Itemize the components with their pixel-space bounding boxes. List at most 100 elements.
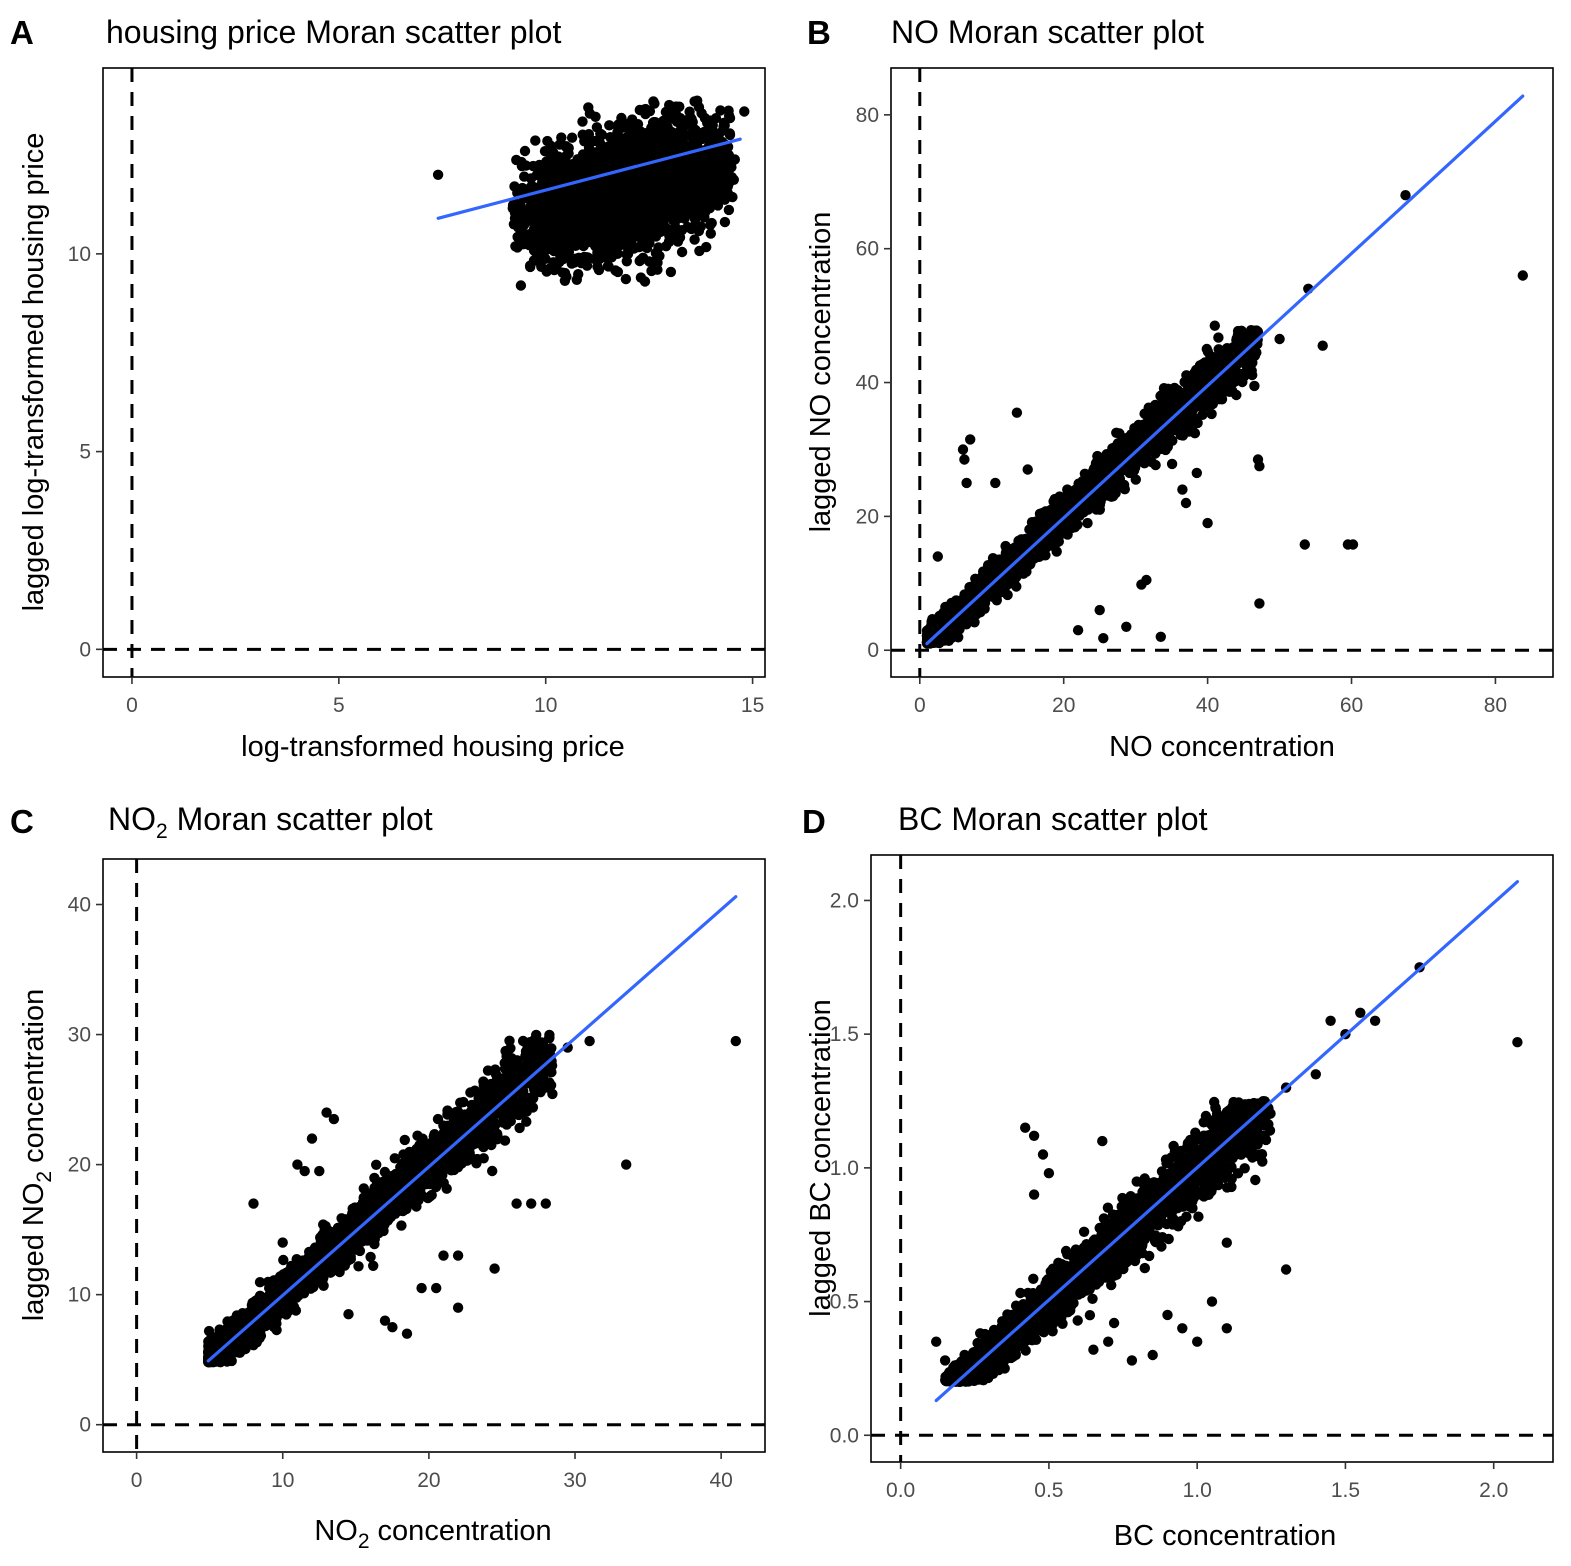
data-point xyxy=(562,149,573,160)
data-point xyxy=(1082,517,1093,529)
x-tick-label: 60 xyxy=(1340,694,1363,717)
x-tick-label: 0 xyxy=(914,694,926,717)
y-tick-label: 0 xyxy=(79,638,91,661)
outlier-point xyxy=(739,106,750,117)
data-point xyxy=(698,193,709,204)
data-point xyxy=(650,221,661,233)
data-point xyxy=(689,96,700,107)
data-point xyxy=(726,162,737,173)
data-point xyxy=(650,196,661,208)
data-point xyxy=(682,221,693,233)
data-point xyxy=(507,203,518,214)
data-point xyxy=(1011,581,1022,592)
data-point xyxy=(693,225,705,237)
data-point xyxy=(615,228,627,240)
outlier-point xyxy=(635,272,647,283)
data-point xyxy=(639,219,650,231)
data-point xyxy=(1101,463,1112,474)
data-point xyxy=(1137,424,1148,435)
data-point xyxy=(946,623,957,634)
outlier-point xyxy=(1347,539,1359,550)
y-tick-label: 80 xyxy=(856,104,879,127)
data-point xyxy=(537,218,549,230)
regression-line xyxy=(925,94,1525,646)
data-point xyxy=(716,147,727,158)
data-point xyxy=(632,213,644,224)
data-point xyxy=(1050,538,1061,549)
data-point xyxy=(527,181,539,192)
panel-letter: A xyxy=(10,14,34,51)
outlier-point xyxy=(515,280,527,291)
data-point xyxy=(1165,384,1177,395)
plot-area xyxy=(891,68,1553,677)
data-point xyxy=(548,257,559,268)
data-point xyxy=(667,230,678,242)
data-point xyxy=(1145,421,1156,432)
outlier-point xyxy=(957,444,969,455)
data-point xyxy=(603,244,615,256)
data-point xyxy=(1177,416,1189,427)
data-point xyxy=(1002,589,1013,601)
outlier-point xyxy=(1180,497,1192,509)
data-point xyxy=(690,134,701,146)
data-point xyxy=(1103,490,1114,501)
data-point xyxy=(1197,366,1208,378)
data-point xyxy=(567,215,578,226)
outlier-point xyxy=(519,145,531,157)
data-point xyxy=(599,163,610,174)
x-axis-label-part: NO concentration xyxy=(1109,731,1335,763)
data-point xyxy=(1083,473,1094,484)
data-point xyxy=(1159,398,1170,409)
data-point xyxy=(1113,481,1124,492)
data-point xyxy=(678,190,689,202)
outlier-point xyxy=(932,551,943,562)
y-tick-label: 40 xyxy=(856,372,879,395)
data-point xyxy=(566,132,578,143)
data-point xyxy=(710,113,722,124)
data-point xyxy=(705,228,716,239)
outlier-point xyxy=(1216,394,1228,405)
data-point xyxy=(695,158,706,169)
data-point xyxy=(557,240,568,251)
data-point xyxy=(1150,399,1161,411)
data-point xyxy=(519,171,530,182)
outlier-point xyxy=(1400,190,1411,201)
data-point xyxy=(1231,366,1242,377)
outlier-point xyxy=(1022,464,1033,475)
outlier-point xyxy=(1136,579,1147,590)
data-point xyxy=(517,217,528,228)
outlier-point xyxy=(965,434,976,445)
data-point xyxy=(1060,494,1071,505)
data-point xyxy=(1034,551,1045,562)
y-tick-label: 60 xyxy=(856,238,879,261)
data-point xyxy=(640,108,651,120)
data-point xyxy=(515,200,526,211)
data-point xyxy=(953,632,964,643)
point-cloud xyxy=(507,95,740,286)
y-tick-label: 10 xyxy=(68,243,91,266)
outlier-point xyxy=(1274,333,1285,345)
data-point xyxy=(1045,504,1057,516)
data-point xyxy=(675,212,686,223)
data-point xyxy=(703,123,715,134)
data-point xyxy=(573,269,584,280)
data-point xyxy=(715,193,726,204)
data-point xyxy=(1026,517,1038,528)
outlier-point xyxy=(961,477,972,489)
outlier-point xyxy=(1098,633,1109,644)
data-point xyxy=(683,175,694,187)
data-point xyxy=(637,252,649,263)
outlier-point xyxy=(1202,517,1213,529)
data-point xyxy=(559,267,571,279)
y-axis-label-part: lagged NO concentration xyxy=(805,212,837,533)
data-point xyxy=(562,161,574,172)
x-tick-label: 80 xyxy=(1484,694,1507,717)
data-point xyxy=(652,171,663,183)
data-point xyxy=(514,233,525,244)
panel-title: NO Moran scatter plot xyxy=(891,14,1204,50)
data-point xyxy=(560,227,572,238)
y-tick-label: 20 xyxy=(856,505,879,528)
data-point xyxy=(1139,448,1150,459)
data-point xyxy=(1160,444,1171,456)
